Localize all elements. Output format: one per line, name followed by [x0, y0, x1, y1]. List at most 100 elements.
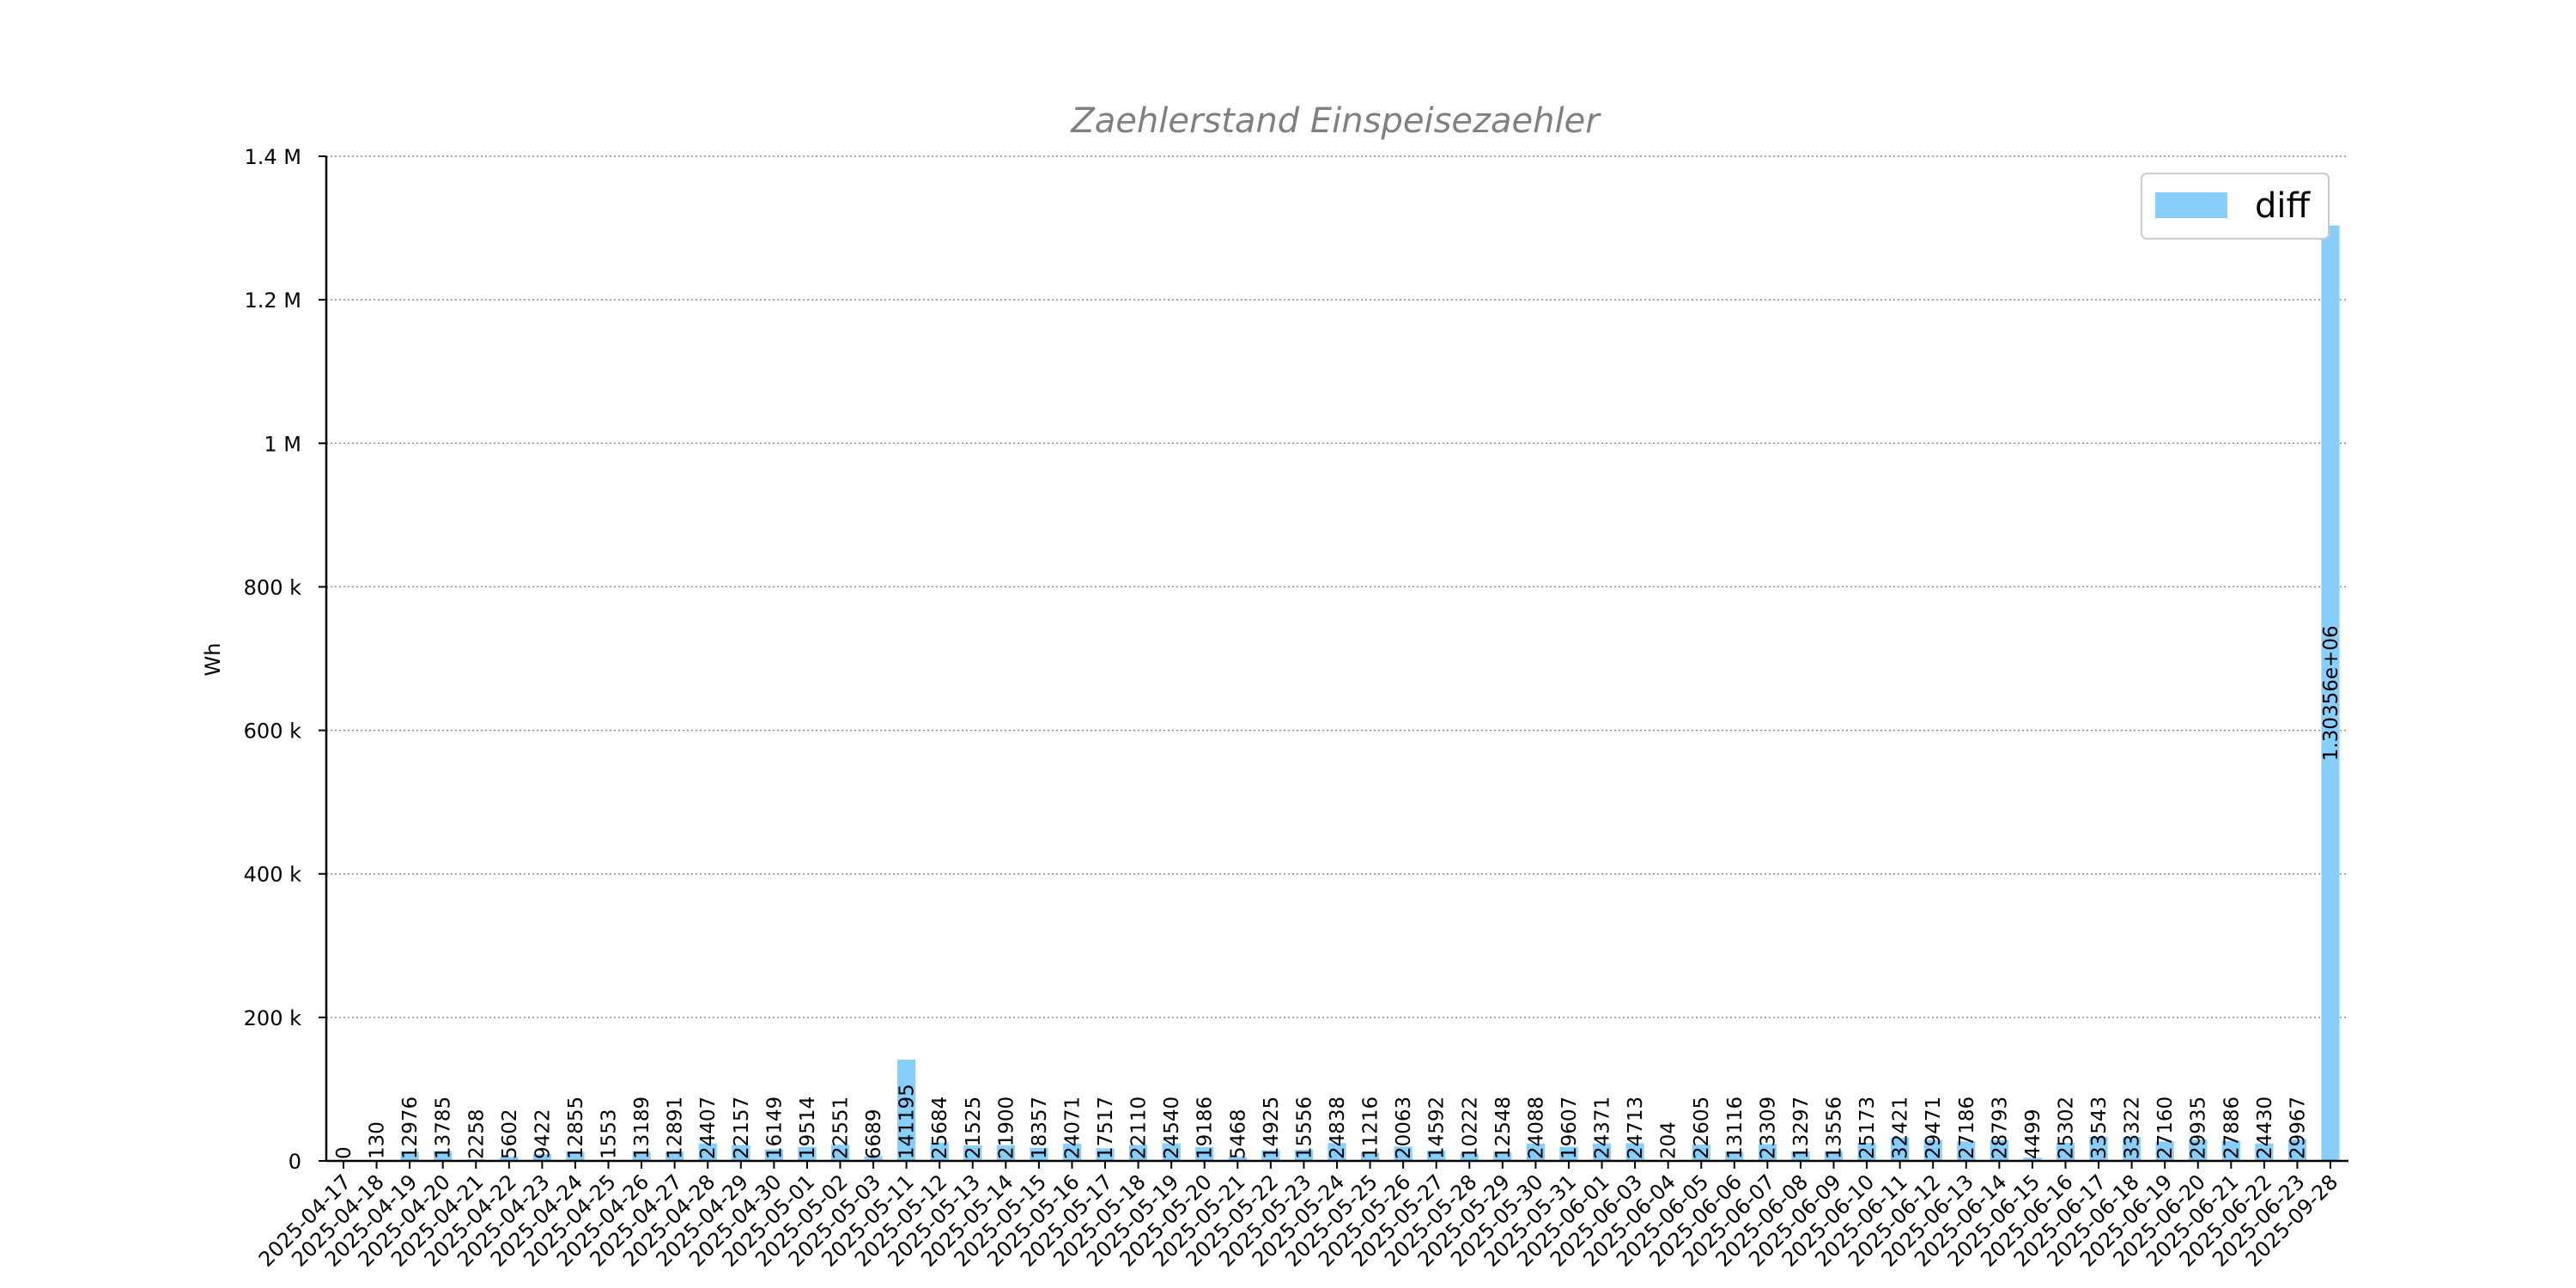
- value-label: 5602: [499, 1109, 521, 1159]
- value-label: 19607: [1558, 1097, 1581, 1159]
- bar: [930, 1142, 949, 1161]
- value-label: 29471: [1923, 1097, 1945, 1159]
- bar: [764, 1149, 783, 1161]
- bar: [1725, 1151, 1744, 1161]
- value-label: 13556: [1824, 1097, 1846, 1159]
- bar: [1261, 1150, 1280, 1161]
- bar: [2189, 1139, 2208, 1161]
- bar: [1559, 1146, 1578, 1161]
- value-label: 22157: [731, 1097, 753, 1159]
- bar: [1030, 1147, 1048, 1161]
- bar: [2056, 1142, 2075, 1161]
- value-label: 13785: [433, 1097, 455, 1159]
- value-label: 25302: [2055, 1097, 2077, 1159]
- value-label: 23309: [1757, 1097, 1779, 1159]
- bar: [698, 1143, 717, 1161]
- y-tick-label: 1.2 M: [244, 289, 301, 313]
- bar: [532, 1154, 552, 1161]
- value-label: 19186: [1194, 1097, 1217, 1159]
- value-label: 27160: [2154, 1097, 2177, 1159]
- bar: [1394, 1146, 1413, 1161]
- bar: [1162, 1143, 1181, 1161]
- bar: [566, 1151, 585, 1161]
- legend-label-diff: diff: [2255, 186, 2312, 226]
- bar: [1096, 1148, 1115, 1161]
- bar: [864, 1156, 883, 1161]
- y-tick-label: 200 k: [244, 1006, 301, 1030]
- value-label: 12548: [1492, 1097, 1515, 1159]
- value-label: 16149: [763, 1097, 786, 1159]
- value-label: 12855: [565, 1097, 587, 1159]
- value-label: 24430: [2254, 1097, 2276, 1159]
- bar: [2122, 1137, 2142, 1161]
- bar: [400, 1151, 419, 1161]
- value-labels: 0 130 12976 13785 2258 5602 9422 12855 1553 13189…: [333, 625, 2342, 1159]
- bar: [1824, 1151, 1844, 1161]
- bar: [2155, 1141, 2174, 1161]
- bar: [2221, 1140, 2240, 1161]
- bar: [1625, 1143, 1644, 1161]
- value-label: 25684: [929, 1097, 951, 1159]
- bar: [1758, 1144, 1777, 1161]
- value-label: 1.30356e+06: [2320, 625, 2342, 761]
- value-label: 10222: [1459, 1097, 1481, 1159]
- bar: [1493, 1151, 1512, 1161]
- value-label: 141195: [896, 1084, 919, 1159]
- bar: [2255, 1143, 2274, 1161]
- bar: [996, 1145, 1015, 1161]
- bar: [830, 1145, 850, 1161]
- value-label: 25173: [1856, 1097, 1879, 1159]
- value-label: 28793: [1989, 1097, 2011, 1159]
- value-label: 24540: [1161, 1097, 1183, 1159]
- bar: [1526, 1143, 1546, 1161]
- value-label: 130: [367, 1121, 389, 1159]
- bar: [1791, 1151, 1810, 1161]
- value-label: 11216: [1360, 1097, 1382, 1159]
- value-label: 33543: [2088, 1097, 2111, 1159]
- value-label: 9422: [532, 1109, 554, 1159]
- value-label: 204: [1658, 1121, 1680, 1159]
- value-label: 27886: [2221, 1097, 2243, 1159]
- value-label: 20063: [1393, 1097, 1415, 1159]
- bar: [732, 1145, 750, 1161]
- bar: [632, 1151, 651, 1161]
- bar: [798, 1146, 817, 1161]
- value-label: 22110: [1128, 1097, 1151, 1159]
- y-tick-label: 0: [289, 1150, 301, 1174]
- bar: [1891, 1137, 1910, 1161]
- value-label: 18357: [1029, 1097, 1051, 1159]
- y-tick-label: 1.4 M: [244, 145, 301, 169]
- value-label: 15556: [1293, 1097, 1315, 1159]
- bar: [1360, 1152, 1380, 1161]
- value-label: 12976: [399, 1097, 422, 1159]
- bar: [2287, 1139, 2307, 1161]
- bar: [1062, 1143, 1082, 1161]
- value-label: 24088: [1525, 1097, 1547, 1159]
- value-label: 0: [333, 1146, 355, 1159]
- value-label: 5468: [1227, 1109, 1249, 1159]
- value-label: 14925: [1261, 1097, 1283, 1159]
- value-label: 24371: [1592, 1097, 1614, 1159]
- value-label: 13297: [1790, 1097, 1813, 1159]
- value-label: 27186: [1956, 1097, 1978, 1159]
- value-label: 29967: [2287, 1097, 2309, 1159]
- bar: [897, 1060, 916, 1161]
- bar: [665, 1151, 684, 1161]
- value-label: 24838: [1327, 1097, 1349, 1159]
- bar: [1294, 1149, 1314, 1161]
- y-tick-label: 600 k: [244, 720, 301, 744]
- legend-box: [2141, 173, 2330, 240]
- grid-lines: [326, 155, 2348, 1018]
- bar: [500, 1157, 519, 1161]
- bar: [2321, 225, 2340, 1161]
- value-label: 24407: [697, 1097, 720, 1159]
- bar: [1427, 1150, 1446, 1161]
- bar: [963, 1145, 982, 1161]
- value-label: 19514: [797, 1097, 819, 1159]
- bar: [1923, 1139, 1942, 1161]
- value-label: 12891: [665, 1097, 687, 1159]
- value-label: 29935: [2188, 1097, 2210, 1159]
- bar: [1857, 1142, 1876, 1161]
- bar: [1327, 1143, 1346, 1161]
- value-label: 6689: [863, 1109, 885, 1159]
